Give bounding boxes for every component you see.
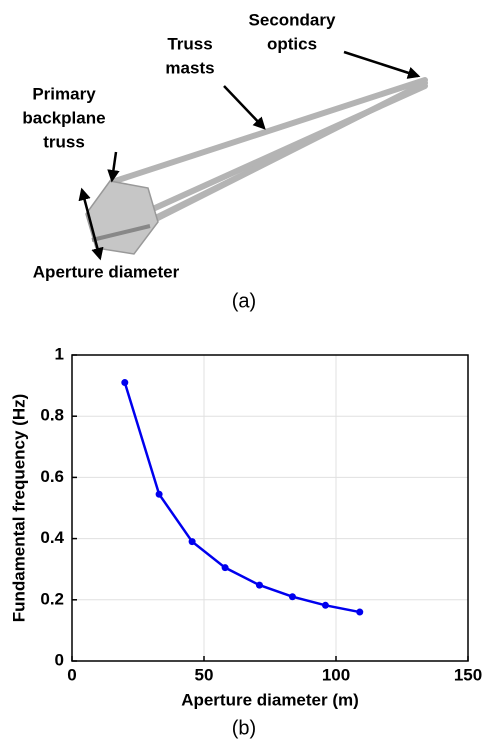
x-tick-label: 100 xyxy=(322,665,350,684)
label: masts xyxy=(165,58,214,77)
y-tick-label: 0.4 xyxy=(40,528,64,547)
label: backplane xyxy=(22,108,105,127)
y-tick-label: 0 xyxy=(55,650,64,669)
x-tick-label: 50 xyxy=(195,665,214,684)
y-tick-label: 0.6 xyxy=(40,467,64,486)
caption: (b) xyxy=(232,717,256,739)
label: Aperture diameter xyxy=(33,262,180,281)
y-tick-label: 0.8 xyxy=(40,406,64,425)
figure: Secondary optics Truss masts Primary bac… xyxy=(0,0,489,745)
y-tick-label: 1 xyxy=(55,344,64,363)
y-tick-label: 0.2 xyxy=(40,589,64,608)
point xyxy=(189,538,196,545)
point xyxy=(289,593,296,600)
point xyxy=(121,379,128,386)
point xyxy=(256,582,263,589)
telescope xyxy=(86,80,425,254)
label: Truss xyxy=(167,34,212,53)
caption: (a) xyxy=(232,290,256,312)
point xyxy=(222,564,229,571)
label: Secondary xyxy=(249,10,336,29)
x-tick-label: 150 xyxy=(454,665,482,684)
point xyxy=(356,609,363,616)
point xyxy=(322,602,329,609)
x-axis-label: Aperture diameter (m) xyxy=(181,690,359,709)
label: Primary xyxy=(32,84,96,103)
point xyxy=(156,491,163,498)
y-axis-label: Fundamental frequency (Hz) xyxy=(9,394,28,623)
label: truss xyxy=(43,132,85,151)
label: optics xyxy=(267,34,317,53)
x-tick-label: 0 xyxy=(67,665,76,684)
